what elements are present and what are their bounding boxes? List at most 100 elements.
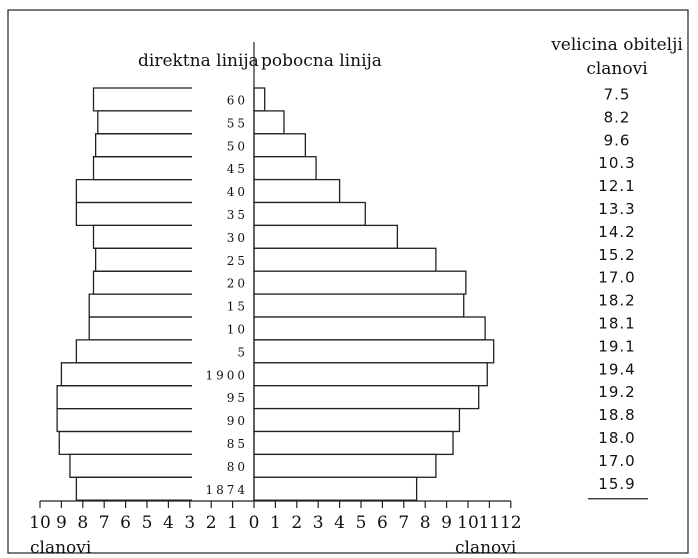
left-bar [56,385,192,410]
right-bar [253,453,437,478]
year-label: 35 [227,208,248,222]
left-bar [97,110,192,135]
x-tick-label-left: 9 [56,513,67,533]
year-label: 80 [227,460,248,474]
year-label: 5 [237,345,248,359]
family-size-value: 12.1 [598,177,635,195]
x-tick-label-right: 6 [377,513,388,533]
chart-frame [7,9,689,554]
x-tick-label-right: 4 [334,513,345,533]
right-bar [253,385,480,410]
x-tick-label-left: 8 [77,513,88,533]
left-bar [60,362,192,387]
right-bar [253,247,437,272]
x-tick-label-right: 3 [313,513,324,533]
year-label: 85 [227,437,248,451]
family-size-value: 7.5 [604,85,631,103]
x-tick-label-right: 7 [398,513,409,533]
year-label: 1874 [205,483,248,497]
x-tick-label-right: 12 [500,513,522,533]
family-size-value: 15.2 [598,246,635,264]
side-header-line2: clanovi [586,59,648,79]
year-label: 50 [227,139,248,153]
left-bar [92,270,192,295]
family-size-column: 7.5 8.2 9.6 10.3 12.1 13.3 14.2 15.2 17.0 18.2 18.… [588,85,648,500]
right-bar [253,476,418,501]
left-bar [88,316,192,341]
family-size-value: 19.2 [598,383,635,401]
left-bar [92,87,192,112]
year-label: 40 [227,185,248,199]
left-bar [75,476,192,501]
year-label: 20 [227,277,248,291]
family-size-value: 15.9 [598,475,635,493]
family-size-value: 19.1 [598,337,635,355]
x-tick-label-right: 11 [479,513,501,533]
right-bar [253,293,465,318]
right-bar [253,430,454,456]
left-bar [75,339,192,364]
left-title: direktna linija [138,51,259,71]
x-tick-label-left: 3 [184,513,195,533]
left-bar [56,407,192,433]
right-bar [253,201,366,227]
x-tick-label-right: 9 [441,513,452,533]
x-axis-label-left: clanovi [30,538,92,558]
year-label: 30 [227,231,248,245]
family-size-value: 17.0 [598,452,635,470]
left-bar [92,224,192,249]
family-size-value: 17.0 [598,269,635,287]
year-label: 1900 [205,368,248,382]
left-bar [75,178,192,204]
side-header-line1: velicina obitelji [550,35,683,55]
family-size-value: 9.6 [604,131,631,149]
year-label: 90 [227,414,248,428]
x-tick-label-left: 5 [142,513,153,533]
year-label: 10 [227,322,248,336]
right-bar [253,362,488,387]
right-title: pobocna linija [261,51,382,71]
family-size-value: 8.2 [604,108,631,126]
family-size-value: 14.2 [598,223,635,241]
year-labels: 60 55 50 45 40 35 30 25 20 15 10 5 1900 95 90 85 80 1874 [205,93,248,497]
x-tick-label-right: 5 [356,513,367,533]
family-size-value: 13.3 [598,200,635,218]
left-bar [58,430,192,456]
right-bar [253,407,461,433]
year-label: 25 [227,254,248,268]
left-bar [75,201,192,227]
left-bar [94,247,192,272]
x-tick-label-left: 4 [163,513,174,533]
right-bar [253,110,285,135]
year-label: 60 [227,93,248,107]
x-tick-label-right: 10 [457,513,479,533]
family-size-value: 19.4 [598,360,635,378]
x-tick-label-right: 2 [291,513,302,533]
x-tick-label-left: 6 [120,513,131,533]
x-tick-label-left: 2 [206,513,217,533]
right-bar [253,224,399,249]
family-size-value: 18.2 [598,292,635,310]
x-axis: 10 9 8 7 6 5 4 3 2 1 0 1 2 3 4 5 6 7 8 9 10 11 12 [29,42,522,533]
right-bar [253,339,495,364]
right-bar [253,87,266,112]
left-bar [94,133,192,158]
year-label: 45 [227,162,248,176]
bars-layer [56,87,495,501]
family-size-value: 10.3 [598,154,635,172]
x-axis-label-right: clanovi [455,538,517,558]
x-tick-label-left: 10 [29,513,51,533]
x-tick-label-right: 0 [249,513,260,533]
year-label: 15 [227,300,248,314]
x-tick-label-right: 8 [420,513,431,533]
left-bar [69,453,192,478]
x-tick-label-left: 7 [99,513,110,533]
left-bar [88,293,192,318]
right-bar [253,178,341,204]
family-size-value: 18.0 [598,429,635,447]
year-label: 95 [227,391,248,405]
x-tick-label-left: 1 [227,513,238,533]
year-label: 55 [227,116,248,130]
family-size-value: 18.1 [598,314,635,332]
